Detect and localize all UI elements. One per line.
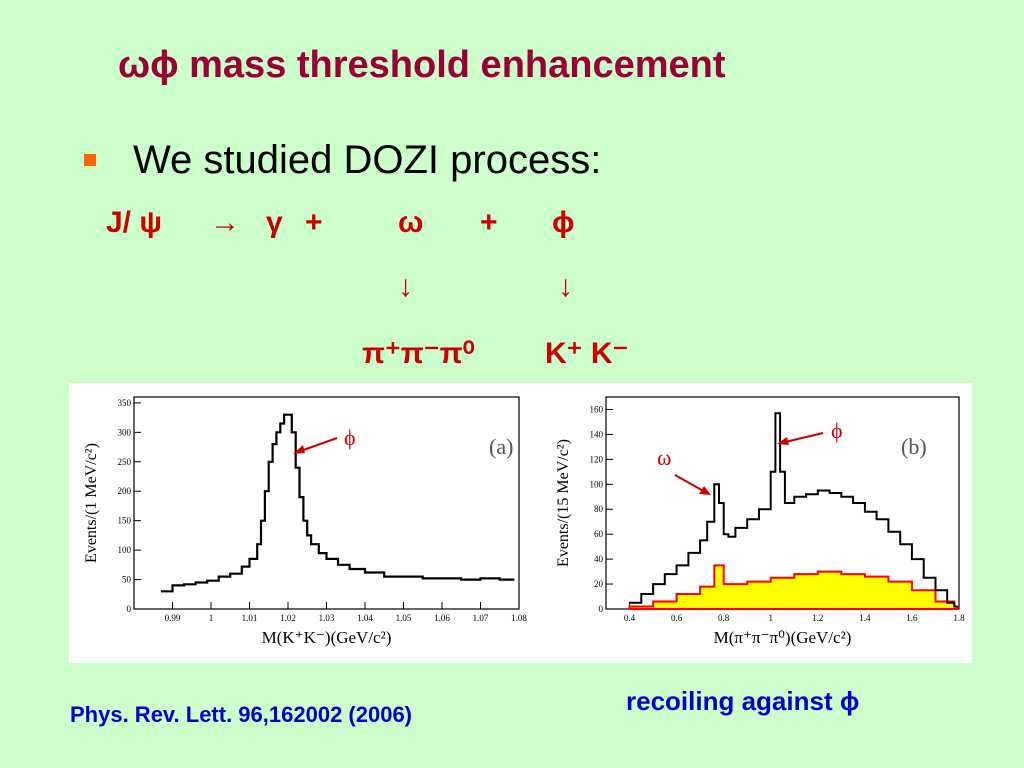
- x-tick-label-0-3: 1.02: [280, 613, 296, 623]
- y-tick-label-0-5: 250: [118, 457, 132, 467]
- panel-label-1: (b): [901, 434, 927, 459]
- bullet-text: We studied DOZI process:: [133, 138, 602, 182]
- x-tick-label-1-5: 1.4: [859, 613, 871, 623]
- bullet-square-icon: [84, 154, 96, 166]
- y-tick-label-0-6: 300: [118, 427, 132, 437]
- reaction-plus-1: +: [305, 206, 323, 239]
- x-axis-title-1: M(π⁺π⁻π⁰)(GeV/c²): [714, 628, 852, 647]
- down-arrow-omega: ↓: [398, 270, 413, 303]
- reaction-omega: ω: [398, 206, 424, 239]
- slide-title: ωϕ mass threshold enhancement: [118, 44, 726, 86]
- x-axis-title-0: M(K⁺K⁻)(GeV/c²): [262, 628, 392, 647]
- x-tick-label-0-0: 0.99: [165, 613, 181, 623]
- reaction-plus-2: +: [480, 206, 498, 239]
- x-tick-label-0-7: 1.06: [434, 613, 450, 623]
- plot-frame-0: [133, 396, 520, 610]
- reaction-phi: ϕ: [552, 206, 575, 239]
- y-tick-label-0-3: 150: [118, 516, 132, 526]
- x-tick-label-0-2: 1.01: [242, 613, 258, 623]
- x-tick-label-1-3: 1: [768, 613, 773, 623]
- y-tick-label-1-4: 80: [594, 504, 604, 514]
- x-tick-label-0-1: 1: [209, 613, 214, 623]
- panel-label-0: (a): [489, 434, 513, 459]
- x-tick-label-0-9: 1.08: [511, 613, 527, 623]
- annotation-arrowhead-omega-b: [699, 486, 711, 495]
- y-tick-label-0-7: 350: [118, 398, 132, 408]
- x-tick-label-1-2: 0.8: [718, 613, 730, 623]
- y-tick-label-1-1: 20: [594, 579, 604, 589]
- x-tick-label-1-0: 0.4: [624, 613, 636, 623]
- x-tick-label-0-5: 1.04: [357, 613, 373, 623]
- y-axis-title-1: Events/(15 MeV/c²): [555, 439, 572, 567]
- series-main-hist-0: [161, 413, 515, 593]
- y-tick-label-1-2: 40: [594, 554, 604, 564]
- y-tick-label-0-1: 50: [122, 575, 132, 585]
- y-tick-label-1-0: 0: [599, 604, 604, 614]
- y-tick-label-1-6: 120: [590, 454, 604, 464]
- x-tick-label-1-4: 1.2: [812, 613, 823, 623]
- reaction-jpsi: J/ ψ: [106, 206, 162, 239]
- x-tick-label-1-1: 0.6: [671, 613, 683, 623]
- annotation-arrowhead-phi-b: [777, 437, 789, 445]
- phi-decay-products: K⁺ K⁻: [545, 337, 629, 370]
- series-background-hist: [628, 564, 959, 610]
- x-tick-label-1-6: 1.6: [906, 613, 918, 623]
- reference-citation: Phys. Rev. Lett. 96,162002 (2006): [70, 702, 413, 727]
- x-tick-label-0-6: 1.05: [396, 613, 412, 623]
- reaction-gamma: γ: [266, 206, 283, 239]
- annotation-omega-b: ω: [657, 445, 671, 470]
- annotation-arrowhead-phi-a: [293, 445, 305, 454]
- down-arrow-phi: ↓: [558, 270, 573, 303]
- x-tick-label-1-7: 1.8: [953, 613, 965, 623]
- x-tick-label-0-4: 1.03: [319, 613, 335, 623]
- y-tick-label-0-4: 200: [118, 486, 132, 496]
- histogram-figure: 0 50 100 150 200 250 300 350 0.99 1 1.01 1.02 1.03 1.…: [69, 383, 972, 663]
- x-tick-label-0-8: 1.07: [473, 613, 489, 623]
- y-tick-label-1-5: 100: [590, 479, 604, 489]
- y-tick-label-1-8: 160: [590, 404, 604, 414]
- annotation-phi-a: ϕ: [344, 425, 356, 450]
- recoil-caption: recoiling against ϕ: [626, 686, 860, 716]
- omega-decay-products: π⁺π⁻π⁰: [362, 337, 475, 370]
- annotation-phi-b: ϕ: [831, 418, 843, 443]
- y-axis-title-0: Events/(1 MeV/c²): [83, 443, 100, 563]
- y-tick-label-1-3: 60: [594, 529, 604, 539]
- y-tick-label-1-7: 140: [590, 429, 604, 439]
- y-tick-label-0-2: 100: [118, 545, 132, 555]
- y-tick-label-0-0: 0: [127, 604, 132, 614]
- reaction-arrow: →: [210, 206, 240, 239]
